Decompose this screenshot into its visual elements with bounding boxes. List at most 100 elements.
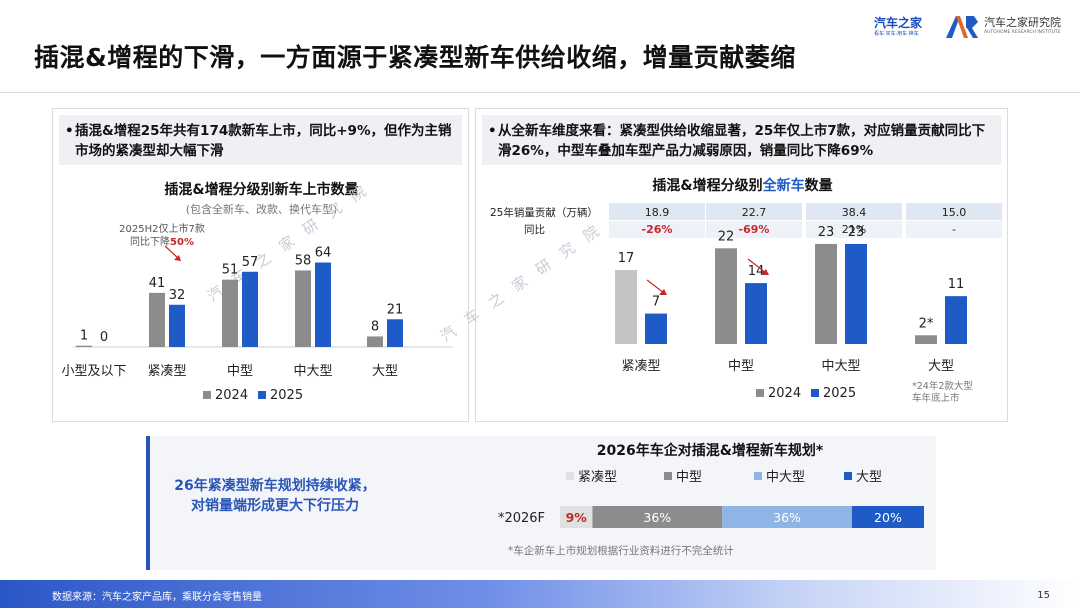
legend-swatch-1 — [664, 472, 672, 480]
category-label-2: 中大型 — [821, 359, 860, 374]
category-label-2: 中型 — [227, 364, 253, 379]
bar-label-2024-3: 2* — [919, 316, 934, 331]
bar-2025-1 — [169, 304, 185, 347]
right-chart-title-highlight: 全新车 — [762, 178, 805, 194]
legend-swatch-0 — [566, 472, 574, 480]
legend-label-1: 中型 — [676, 470, 702, 485]
stack-segment-1 — [592, 506, 723, 528]
bottom-section — [150, 436, 936, 570]
table-cell-bg — [906, 203, 1002, 220]
bar-label-2024-4: 8 — [371, 319, 379, 334]
stack-label-2: 36% — [773, 510, 801, 525]
stacked-bar-chart: 紧凑型 中型 中大型 大型 *2026F 9% 36% 36% 20% — [498, 470, 924, 528]
table-row1-value-1: 22.7 — [742, 206, 767, 219]
right-chart-title: 插混&增程分级别全新车数量 — [476, 175, 1009, 195]
bar-2024-3 — [295, 270, 311, 347]
bar-2024-1 — [715, 248, 737, 344]
left-panel: • 插混&增程25年共有174款新车上市，同比+9%，但作为主销市场的紧凑型却大… — [52, 108, 469, 422]
bar-2025-2 — [242, 271, 258, 347]
table-cell-bg — [906, 221, 1002, 238]
left-chart-subtitle: (包含全新车、改款、换代车型) — [185, 203, 338, 216]
bar-2024-2 — [222, 279, 238, 347]
bar-2024-4 — [367, 336, 383, 347]
table-cell-bg — [609, 221, 705, 238]
right-note: • 从全新车维度来看：紧凑型供给收缩显著，25年仅上市7款，对应销量贡献同比下滑… — [482, 115, 1001, 165]
table-row2-value-1: -69% — [739, 223, 770, 236]
legend-swatch-2025 — [811, 389, 819, 397]
annotation-arrow — [164, 245, 180, 260]
left-annotation-line1: 2025H2仅上市7款 — [119, 224, 205, 235]
stack-category-label: *2026F — [498, 511, 545, 526]
category-label-1: 紧凑型 — [147, 364, 186, 379]
category-label-1: 中型 — [728, 359, 754, 374]
bar-label-2024-0: 1 — [80, 329, 88, 344]
bar-2024-1 — [149, 292, 165, 347]
bar-2025-3 — [315, 262, 331, 347]
left-annotation-value: 50% — [170, 237, 194, 248]
footer-band — [0, 580, 1080, 608]
bar-label-2024-2: 23 — [818, 225, 835, 240]
left-annotation: 2025H2仅上市7款 同比下降50% — [107, 223, 217, 249]
bar-2024-0 — [615, 270, 637, 344]
table-row2-value-3: - — [952, 223, 956, 236]
page-title: 插混&增程的下滑，一方面源于紧凑型新车供给收缩，增量贡献萎缩 — [34, 43, 796, 72]
annotation-arrow-compact — [646, 279, 665, 294]
bar-label-2025-1: 14 — [748, 264, 765, 279]
stack-segment-0 — [560, 506, 593, 528]
bar-label-2025-2: 57 — [242, 255, 259, 270]
right-chart-title-suffix: 数量 — [804, 178, 833, 194]
stack-label-0: 9% — [566, 510, 588, 525]
bar-label-2025-2: 23 — [848, 225, 865, 240]
category-label-4: 大型 — [372, 364, 398, 379]
bar-2025-4 — [387, 319, 403, 347]
footer-source: 数据来源：汽车之家产品库，乘联分会零售销量 — [52, 592, 262, 603]
table-cell-bg — [706, 203, 802, 220]
research-institute-logo: 汽车之家研究院 — [984, 16, 1061, 29]
category-label-3: 中大型 — [293, 364, 332, 379]
legend-swatch-2025 — [258, 391, 266, 399]
research-institute-logo-en: AUTOHOME RESEARCH INSTITUTE — [984, 30, 1061, 35]
bullet: • — [488, 123, 497, 139]
stack-segment-3 — [851, 506, 924, 528]
legend-swatch-2024 — [203, 391, 211, 399]
bullet: • — [65, 123, 74, 139]
table-cell-bg — [806, 221, 902, 238]
bar-label-2025-1: 32 — [169, 288, 186, 303]
annotation-arrow-mid — [747, 258, 767, 274]
legend-label-0: 紧凑型 — [578, 470, 617, 485]
bottom-footnote: *车企新车上市规划根据行业资料进行不完全统计 — [508, 545, 734, 557]
right-footnote-line1: *24年2款大型 — [912, 381, 973, 392]
bar-2024-2 — [815, 243, 837, 344]
bar-2025-3 — [945, 296, 967, 344]
table-row1-label: 25年销量贡献（万辆） — [490, 206, 598, 219]
bar-2025-0 — [645, 313, 667, 344]
right-footnote: *24年2款大型 车年底上市 — [912, 381, 992, 405]
table-cell-bg — [806, 203, 902, 220]
stack-segment-2 — [722, 506, 852, 528]
left-note-text: 插混&增程25年共有174款新车上市，同比+9%，但作为主销市场的紧凑型却大幅下… — [75, 123, 452, 159]
stack-label-3: 20% — [874, 510, 902, 525]
stack-label-1: 36% — [643, 510, 671, 525]
legend-label-2: 中大型 — [766, 470, 805, 485]
right-panel: • 从全新车维度来看：紧凑型供给收缩显著，25年仅上市7款，对应销量贡献同比下滑… — [437, 108, 1009, 422]
legend-swatch-2024 — [756, 389, 764, 397]
bottom-message-line1: 26年紧凑型新车规划持续收紧， — [174, 478, 376, 494]
legend-label-3: 大型 — [856, 470, 882, 485]
bar-label-2024-3: 58 — [295, 253, 312, 268]
bar-label-2025-3: 64 — [315, 246, 332, 261]
bar-label-2025-3: 11 — [948, 277, 965, 292]
annotation-arrowhead — [174, 255, 181, 261]
right-note-text: 从全新车维度来看：紧凑型供给收缩显著，25年仅上市7款，对应销量贡献同比下滑26… — [498, 123, 986, 159]
bar-2024-3 — [915, 335, 937, 344]
bottom-chart-title: 2026年车企对插混&增程新车规划* — [596, 443, 824, 459]
annotation-arrowhead — [659, 289, 667, 295]
bar-label-2024-2: 51 — [222, 263, 239, 278]
legend-label-2024: 2024 — [768, 386, 801, 401]
bar-label-2024-1: 22 — [718, 229, 735, 244]
table-row2-label: 同比 — [524, 223, 545, 236]
page-number: 15 — [1037, 590, 1050, 601]
annotation-arrowhead — [761, 269, 769, 275]
category-label-0: 小型及以下 — [61, 364, 126, 379]
table-row1-value-2: 38.4 — [842, 206, 867, 219]
bar-2025-2 — [845, 243, 867, 344]
